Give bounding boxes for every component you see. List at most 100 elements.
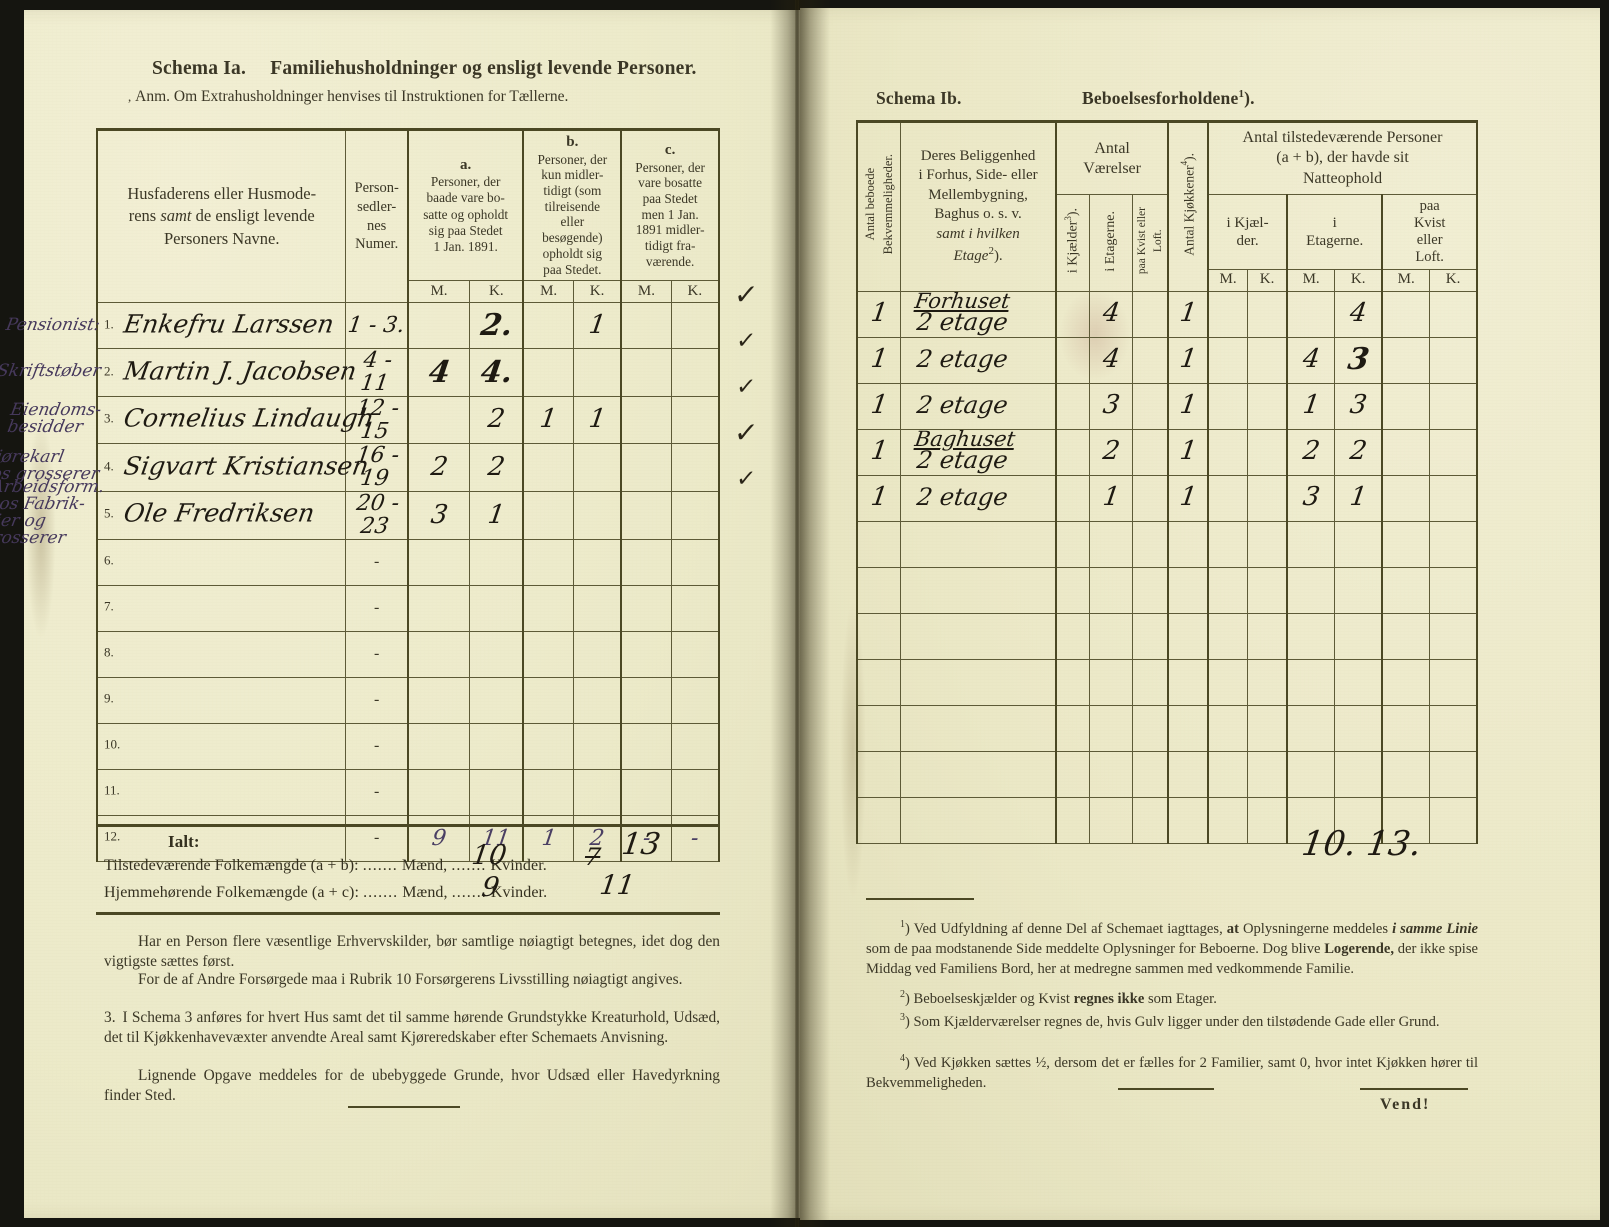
cell-cM[interactable] xyxy=(620,584,672,632)
cell-cM[interactable]: - xyxy=(620,814,672,862)
cell-kvist[interactable] xyxy=(1132,566,1169,614)
cell-cK[interactable] xyxy=(670,676,720,724)
cell-etagerne[interactable] xyxy=(1088,796,1134,844)
cell-etagerne[interactable]: 4 xyxy=(1088,336,1134,384)
cell-nkM[interactable] xyxy=(1207,750,1249,798)
cell-name[interactable]: 1. Enkefru Larssen Pensionist: xyxy=(5,302,347,350)
table-row[interactable]: 8. - xyxy=(96,630,720,678)
cell-nqK[interactable] xyxy=(1429,428,1479,476)
cell-cK[interactable] xyxy=(670,630,720,678)
cell-cK[interactable]: - xyxy=(670,814,720,862)
cell-name[interactable]: 4. Sigvart Kristiansen Kjørekarl hos grosse… xyxy=(0,443,371,493)
cell-nqM[interactable] xyxy=(1381,612,1431,660)
cell-cK[interactable] xyxy=(670,395,720,445)
cell-kjaelder[interactable] xyxy=(1054,566,1090,614)
cell-nqM[interactable] xyxy=(1381,520,1431,568)
cell-beliggenhed[interactable]: 2 etage xyxy=(900,336,1057,384)
table-row[interactable]: 5. Ole Fredriksen Arbeidsform. hos Fabrik-e… xyxy=(0,477,720,548)
cell-nqK[interactable] xyxy=(1429,336,1479,384)
cell-kjaelder[interactable] xyxy=(1054,290,1090,338)
cell-neM[interactable] xyxy=(1286,796,1336,844)
table-row[interactable]: 2. Martin J. Jacobsen Skriftstøber 4 - 11 4 4… xyxy=(0,348,720,397)
table-row[interactable] xyxy=(856,520,1479,568)
cell-kjokkener[interactable]: 1 xyxy=(1167,336,1209,384)
cell-kvist[interactable] xyxy=(1132,658,1169,706)
cell-cK[interactable] xyxy=(670,584,720,632)
cell-neK[interactable]: 2 xyxy=(1334,428,1383,476)
cell-antal-beboede[interactable] xyxy=(856,566,902,614)
table-row[interactable] xyxy=(856,658,1479,706)
cell-neK[interactable] xyxy=(1334,750,1383,798)
cell-personseddel-number[interactable]: - xyxy=(345,630,409,678)
cell-kjaelder[interactable] xyxy=(1054,658,1090,706)
table-row[interactable]: 1. Enkefru Larssen Pensionist: 1 - 3. 2. 1 xyxy=(5,302,720,350)
cell-bK[interactable]: 2 xyxy=(572,814,622,862)
cell-bK[interactable] xyxy=(572,538,622,586)
cell-name[interactable]: 6. xyxy=(96,538,347,586)
cell-bM[interactable] xyxy=(522,676,574,724)
cell-nkM[interactable] xyxy=(1207,336,1249,384)
cell-personseddel-number[interactable]: - xyxy=(345,722,409,770)
cell-antal-beboede[interactable] xyxy=(856,750,902,798)
cell-aK[interactable]: 11 xyxy=(469,814,524,862)
cell-neM[interactable] xyxy=(1286,290,1336,338)
cell-bM[interactable] xyxy=(522,538,574,586)
cell-nqK[interactable] xyxy=(1429,658,1479,706)
cell-kvist[interactable] xyxy=(1132,382,1169,430)
cell-neK[interactable] xyxy=(1334,612,1383,660)
cell-bM[interactable]: 1 xyxy=(522,395,574,445)
cell-bK[interactable] xyxy=(572,491,622,540)
cell-neK[interactable] xyxy=(1334,658,1383,706)
cell-aK[interactable]: 1 xyxy=(469,491,524,540)
cell-neK[interactable]: 3 xyxy=(1334,382,1383,430)
cell-kjokkener[interactable] xyxy=(1167,566,1209,614)
cell-neM[interactable] xyxy=(1286,704,1336,752)
cell-nkK[interactable] xyxy=(1247,658,1288,706)
cell-bK[interactable]: 1 xyxy=(572,395,622,445)
cell-name[interactable]: 5. Ole Fredriksen Arbeidsform. hos Fabrik-e… xyxy=(0,477,347,548)
cell-bM[interactable] xyxy=(522,302,574,350)
cell-kjokkener[interactable]: 1 xyxy=(1167,382,1209,430)
cell-nqM[interactable] xyxy=(1381,658,1431,706)
cell-etagerne[interactable]: 4 xyxy=(1088,290,1134,338)
cell-kjokkener[interactable]: 1 xyxy=(1167,290,1209,338)
cell-cM[interactable] xyxy=(620,443,672,493)
cell-cM[interactable] xyxy=(620,348,672,397)
cell-nkM[interactable] xyxy=(1207,474,1249,522)
cell-bM[interactable] xyxy=(522,630,574,678)
cell-nqK[interactable] xyxy=(1429,382,1479,430)
cell-bM[interactable] xyxy=(522,722,574,770)
cell-name[interactable]: 12. xyxy=(96,814,347,862)
cell-nkK[interactable] xyxy=(1247,290,1288,338)
table-row[interactable] xyxy=(856,704,1479,752)
cell-kjokkener[interactable] xyxy=(1167,520,1209,568)
cell-kjaelder[interactable] xyxy=(1054,520,1090,568)
cell-personseddel-number[interactable]: - xyxy=(345,768,409,816)
cell-neK[interactable]: 4 xyxy=(1334,290,1383,338)
cell-antal-beboede[interactable] xyxy=(856,796,902,844)
cell-kjaelder[interactable] xyxy=(1054,612,1090,660)
cell-aM[interactable] xyxy=(406,584,471,632)
cell-aK[interactable]: 4. xyxy=(469,348,524,397)
cell-name[interactable]: 9. xyxy=(96,676,347,724)
table-row[interactable] xyxy=(856,796,1479,844)
cell-bM[interactable] xyxy=(522,768,574,816)
cell-kjaelder[interactable] xyxy=(1054,428,1090,476)
cell-kjokkener[interactable]: 1 xyxy=(1167,474,1209,522)
cell-aM[interactable]: 3 xyxy=(406,491,471,540)
cell-beliggenhed[interactable]: Baghuset 2 etage xyxy=(900,427,1057,476)
cell-aM[interactable]: 4 xyxy=(406,348,471,397)
table-row[interactable]: 1 Baghuset 2 etage 2 1 2 2 xyxy=(856,427,1479,476)
cell-aM[interactable] xyxy=(406,630,471,678)
cell-kvist[interactable] xyxy=(1132,428,1169,476)
cell-beliggenhed[interactable] xyxy=(900,704,1057,752)
table-row[interactable] xyxy=(856,750,1479,798)
cell-kvist[interactable] xyxy=(1132,750,1169,798)
table-row[interactable]: 9. - xyxy=(96,676,720,724)
cell-kjokkener[interactable] xyxy=(1167,750,1209,798)
cell-name[interactable]: 2. Martin J. Jacobsen Skriftstøber xyxy=(0,348,359,397)
cell-kjaelder[interactable] xyxy=(1054,336,1090,384)
table-row[interactable]: 11. - xyxy=(96,768,720,816)
table-row[interactable] xyxy=(856,612,1479,660)
